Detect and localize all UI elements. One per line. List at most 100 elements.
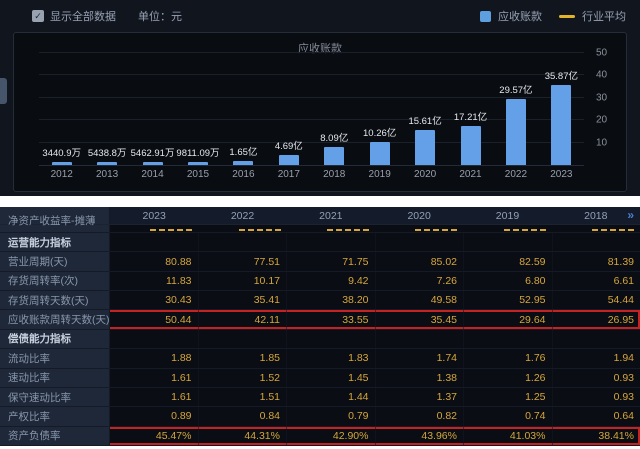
metric-value-cell: 1.61 xyxy=(110,387,199,407)
x-axis-year-label: 2023 xyxy=(550,169,573,180)
metric-value-cell: 1.45 xyxy=(287,368,376,387)
empty-cell xyxy=(553,233,640,251)
roe-diluted-row-clipped xyxy=(0,225,640,233)
metric-value-cell: 1.26 xyxy=(464,368,553,387)
y-axis-tick: 50 xyxy=(596,47,608,59)
receivables-bar[interactable] xyxy=(460,126,481,165)
receivables-bar[interactable] xyxy=(551,84,572,165)
clipped-value-fragment xyxy=(238,228,281,231)
metric-value-cell: 0.82 xyxy=(376,407,464,426)
bar-value-label: 1.65亿 xyxy=(229,147,258,159)
metric-value-cell: 1.61 xyxy=(110,368,199,387)
x-axis-year-label: 2015 xyxy=(186,169,210,180)
receivables-bar[interactable] xyxy=(97,162,118,165)
metric-value-cell: 6.61 xyxy=(613,274,634,287)
bar-value-label: 5438.8万 xyxy=(87,148,127,159)
metric-value-cell: 10.17 xyxy=(199,271,287,291)
clipped-value-cell xyxy=(552,225,640,232)
show-all-data-label: 显示全部数据 xyxy=(50,11,116,23)
y-axis-tick: 30 xyxy=(596,92,608,104)
receivables-bar-chart: 应收账款 10 20 30 40 50 3440.9万 5438.8万 5462.91万 98… xyxy=(13,32,627,192)
side-drawer-handle[interactable] xyxy=(0,78,7,104)
metric-row-label: 存货周转天数(天) xyxy=(0,291,110,310)
bottom-margin xyxy=(0,446,640,449)
receivables-legend-label[interactable]: 应收账款 xyxy=(498,11,542,23)
x-axis-labels: 2012 2013 2014 2015 2016 2017 2018 2019 2020 2021… xyxy=(39,169,584,180)
metric-value-cell: 35.41 xyxy=(199,291,287,310)
empty-cell xyxy=(199,233,287,252)
year-column-header[interactable]: 2023 xyxy=(142,209,166,222)
more-columns-button[interactable]: » xyxy=(627,208,634,222)
table-header-label-cell: 净资产收益率-摊薄 xyxy=(0,207,110,227)
metric-value-cell: 1.88 xyxy=(110,349,199,368)
bar-group: 3440.9万 xyxy=(39,53,84,165)
receivables-bar[interactable] xyxy=(324,146,345,165)
bar-group: 35.87亿 xyxy=(539,53,584,165)
metric-value-cell: 42.11 xyxy=(199,310,287,329)
metric-value-cell: 1.74 xyxy=(376,349,464,368)
year-column-header[interactable]: 2022 xyxy=(230,209,255,222)
metric-value-cell: 1.83 xyxy=(287,349,376,368)
metric-value-cell: 1.44 xyxy=(287,387,376,407)
bar-value-label: 3440.9万 xyxy=(42,148,81,159)
empty-cell xyxy=(464,233,553,252)
clipped-value-fragment xyxy=(415,228,458,231)
section-title: 运营能力指标 xyxy=(0,233,110,252)
receivables-bar[interactable] xyxy=(278,154,299,165)
year-column-header[interactable]: 2021 xyxy=(319,209,343,222)
metric-value-cell: 81.39 xyxy=(607,255,634,268)
metric-value-cell: 0.93 xyxy=(613,391,634,404)
receivables-bar[interactable] xyxy=(369,142,390,165)
metric-value-cell: 49.58 xyxy=(376,291,464,310)
x-axis-year-label: 2021 xyxy=(459,169,482,180)
chart-toolbar: ✓ 显示全部数据 单位：元 应收账款 行业平均 xyxy=(0,0,640,32)
clipped-value-fragment xyxy=(503,228,546,231)
year-column-header[interactable]: 2019 xyxy=(495,209,520,222)
receivables-bar[interactable] xyxy=(415,130,436,165)
metric-row-label: 产权比率 xyxy=(0,407,110,426)
table-header-row: 净资产收益率-摊薄 2023 2022 2021 2020 2019 2018 » xyxy=(0,207,640,227)
empty-cell xyxy=(287,233,376,252)
clipped-value-fragment xyxy=(326,228,369,231)
receivables-bar[interactable] xyxy=(51,162,72,165)
receivables-bar[interactable] xyxy=(505,98,526,165)
receivables-legend-swatch-icon[interactable] xyxy=(480,10,491,22)
chart-legend: 应收账款 行业平均 xyxy=(480,8,626,24)
gridline xyxy=(39,119,584,121)
empty-cell xyxy=(110,233,199,252)
receivables-bar[interactable] xyxy=(187,162,208,165)
metric-row-label: 存货周转率(次) xyxy=(0,271,110,291)
x-axis-year-label: 2019 xyxy=(368,169,391,180)
metric-value-cell: 0.79 xyxy=(287,407,376,426)
metric-row-label: 保守速动比率 xyxy=(0,387,110,407)
receivables-bar[interactable] xyxy=(142,162,163,165)
receivables-bar[interactable] xyxy=(233,161,254,165)
x-axis-year-label: 2014 xyxy=(141,169,164,180)
gridline xyxy=(39,74,584,76)
x-axis-year-label: 2018 xyxy=(323,169,346,180)
table-row: 存货周转率(次) 11.83 10.17 9.42 7.26 6.80 6.61 xyxy=(0,271,640,292)
clipped-value-cell xyxy=(287,225,375,232)
empty-cell xyxy=(376,233,464,252)
gridline xyxy=(39,141,584,143)
metric-value-cell: 29.64 xyxy=(464,310,553,329)
metric-row-label: 速动比率 xyxy=(0,368,110,387)
metric-row-label: 营业周期(天) xyxy=(0,252,110,271)
metric-value-cell: 0.74 xyxy=(464,407,553,426)
table-row: 保守速动比率 1.61 1.51 1.44 1.37 1.25 0.93 xyxy=(0,387,640,408)
year-column-header[interactable]: 2020 xyxy=(407,209,431,222)
clipped-value-fragment xyxy=(591,228,634,231)
bar-group: 5438.8万 xyxy=(84,53,129,165)
industry-average-line-icon[interactable] xyxy=(559,14,575,18)
section-header-row: 偿债能力指标 xyxy=(0,329,640,350)
industry-average-legend-label[interactable]: 行业平均 xyxy=(582,11,626,23)
bar-value-label: 4.69亿 xyxy=(274,140,303,152)
clipped-row-label-cell xyxy=(0,225,110,232)
y-axis-tick: 20 xyxy=(596,114,608,126)
table-row: 速动比率 1.61 1.52 1.45 1.38 1.26 0.93 xyxy=(0,368,640,388)
metric-value-cell: 43.96% xyxy=(376,426,464,445)
bar-value-label: 35.87亿 xyxy=(544,70,578,82)
year-column-header[interactable]: 2018 xyxy=(584,209,608,222)
show-all-data-checkbox[interactable]: ✓ xyxy=(32,10,44,22)
metric-value-cell: 82.59 xyxy=(464,252,553,271)
